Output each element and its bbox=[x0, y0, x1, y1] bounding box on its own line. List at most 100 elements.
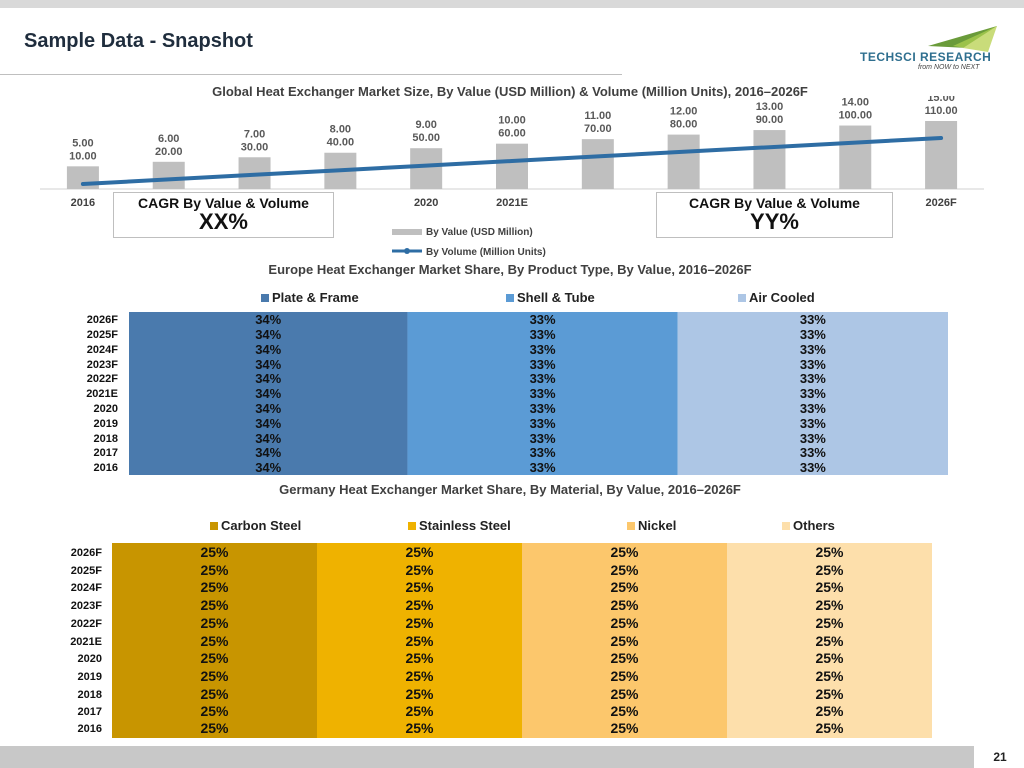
segment-data-label: 25% bbox=[405, 650, 434, 666]
value-data-label: 14.00 bbox=[842, 97, 870, 109]
segment-data-label: 25% bbox=[405, 720, 434, 736]
segment-data-label: 25% bbox=[815, 562, 844, 578]
segment-data-label: 33% bbox=[530, 371, 556, 386]
value-bar bbox=[496, 143, 528, 189]
segment-data-label: 33% bbox=[800, 312, 826, 327]
segment-data-label: 25% bbox=[815, 579, 844, 595]
logo-name: TECHSCI RESEARCH bbox=[860, 50, 992, 64]
legend-swatch bbox=[627, 522, 635, 530]
volume-data-label: 50.00 bbox=[412, 132, 440, 144]
x-tick-label: 2016 bbox=[71, 197, 95, 209]
segment-data-label: 34% bbox=[255, 416, 281, 431]
segment-data-label: 25% bbox=[815, 650, 844, 666]
value-bar bbox=[925, 121, 958, 189]
legend-label: Shell & Tube bbox=[517, 290, 595, 305]
legend-label: Air Cooled bbox=[749, 290, 815, 305]
value-data-label: 7.00 bbox=[244, 128, 265, 140]
legend-label: Stainless Steel bbox=[419, 518, 511, 533]
segment-data-label: 34% bbox=[255, 371, 281, 386]
y-tick-label: 2016 bbox=[78, 723, 102, 735]
segment-data-label: 25% bbox=[405, 562, 434, 578]
segment-data-label: 25% bbox=[200, 562, 229, 578]
segment-data-label: 25% bbox=[815, 633, 844, 649]
value-data-label: 6.00 bbox=[158, 133, 179, 145]
segment-data-label: 25% bbox=[405, 703, 434, 719]
y-tick-label: 2024F bbox=[71, 582, 102, 594]
value-bar bbox=[753, 130, 786, 189]
volume-data-label: 60.00 bbox=[498, 128, 526, 140]
y-tick-label: 2023F bbox=[71, 600, 102, 612]
segment-data-label: 25% bbox=[610, 597, 639, 613]
y-tick-label: 2020 bbox=[78, 653, 102, 665]
segment-data-label: 33% bbox=[530, 386, 556, 401]
segment-data-label: 33% bbox=[800, 460, 826, 475]
value-bar bbox=[839, 125, 872, 189]
cagr-value: XX% bbox=[199, 209, 248, 234]
segment-data-label: 33% bbox=[800, 431, 826, 446]
global-market-chart: 5.0010.0020166.0020.007.0030.008.0040.00… bbox=[40, 96, 984, 258]
y-tick-label: 2021E bbox=[70, 636, 102, 648]
y-tick-label: 2021E bbox=[86, 388, 118, 400]
x-tick-label: 2020 bbox=[414, 197, 438, 209]
segment-data-label: 34% bbox=[255, 401, 281, 416]
y-tick-label: 2023F bbox=[87, 359, 118, 371]
segment-bar-plate-frame bbox=[129, 312, 408, 475]
segment-data-label: 25% bbox=[200, 597, 229, 613]
legend-swatch bbox=[408, 522, 416, 530]
volume-data-label: 40.00 bbox=[327, 137, 355, 149]
segment-data-label: 25% bbox=[200, 650, 229, 666]
segment-data-label: 25% bbox=[815, 597, 844, 613]
segment-data-label: 25% bbox=[200, 544, 229, 560]
y-tick-label: 2025F bbox=[87, 329, 118, 341]
y-tick-label: 2020 bbox=[94, 403, 118, 415]
segment-bar-shell-tube bbox=[407, 312, 678, 475]
segment-data-label: 25% bbox=[815, 703, 844, 719]
segment-data-label: 25% bbox=[610, 615, 639, 631]
segment-data-label: 34% bbox=[255, 342, 281, 357]
y-tick-label: 2018 bbox=[78, 689, 102, 701]
segment-data-label: 33% bbox=[530, 401, 556, 416]
y-tick-label: 2026F bbox=[71, 547, 102, 559]
value-data-label: 13.00 bbox=[756, 101, 784, 113]
segment-data-label: 25% bbox=[200, 720, 229, 736]
segment-data-label: 34% bbox=[255, 312, 281, 327]
segment-bar-nickel bbox=[522, 543, 727, 738]
segment-data-label: 25% bbox=[610, 562, 639, 578]
y-tick-label: 2024F bbox=[87, 344, 118, 356]
legend-swatch bbox=[261, 294, 269, 302]
segment-data-label: 33% bbox=[800, 357, 826, 372]
segment-data-label: 33% bbox=[800, 386, 826, 401]
techsci-logo bbox=[928, 26, 997, 52]
segment-data-label: 25% bbox=[405, 633, 434, 649]
legend-swatch bbox=[782, 522, 790, 530]
segment-data-label: 34% bbox=[255, 445, 281, 460]
legend-label: Plate & Frame bbox=[272, 290, 359, 305]
cagr-value: YY% bbox=[750, 209, 799, 234]
top-bar bbox=[0, 0, 1024, 8]
segment-bar-air-cooled bbox=[677, 312, 948, 475]
value-data-label: 12.00 bbox=[670, 106, 698, 118]
volume-line bbox=[80, 136, 944, 186]
segment-data-label: 25% bbox=[200, 686, 229, 702]
volume-data-label: 70.00 bbox=[584, 123, 612, 135]
segment-data-label: 25% bbox=[405, 597, 434, 613]
chart1-title: Global Heat Exchanger Market Size, By Va… bbox=[212, 84, 808, 99]
segment-data-label: 33% bbox=[530, 460, 556, 475]
segment-data-label: 33% bbox=[800, 342, 826, 357]
legend-swatch bbox=[738, 294, 746, 302]
segment-data-label: 34% bbox=[255, 327, 281, 342]
segment-data-label: 25% bbox=[405, 615, 434, 631]
bottom-bar bbox=[0, 746, 974, 768]
legend-label: Nickel bbox=[638, 518, 676, 533]
segment-data-label: 33% bbox=[530, 431, 556, 446]
page-number: 21 bbox=[993, 750, 1007, 764]
segment-data-label: 25% bbox=[610, 668, 639, 684]
segment-data-label: 25% bbox=[200, 633, 229, 649]
segment-data-label: 25% bbox=[610, 686, 639, 702]
y-tick-label: 2022F bbox=[71, 618, 102, 630]
segment-data-label: 33% bbox=[800, 401, 826, 416]
volume-data-label: 110.00 bbox=[925, 105, 958, 117]
cagr-box-value: CAGR By Value & Volume XX% bbox=[113, 192, 334, 238]
segment-data-label: 34% bbox=[255, 386, 281, 401]
y-tick-label: 2016 bbox=[94, 462, 118, 474]
